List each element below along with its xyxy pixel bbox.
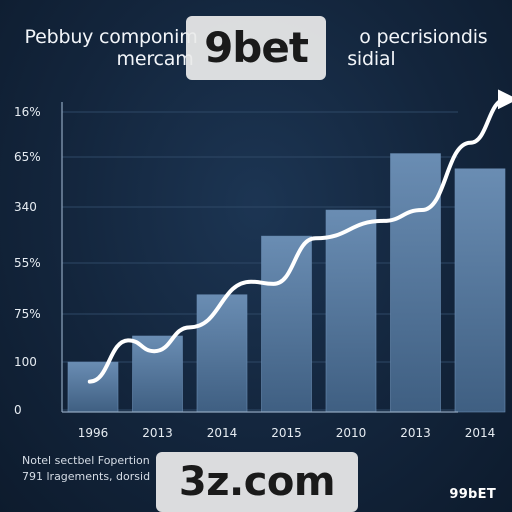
chart-title-part-2: o pecrisiondis (359, 26, 488, 48)
y-tick-label: 65% (14, 150, 41, 164)
brand-logo-text: 99bET (449, 487, 496, 502)
footnote-line-2: 791 lragements, dorsid (22, 470, 151, 483)
y-tick-label: 340 (14, 200, 37, 214)
gridlines (62, 111, 458, 411)
x-tick-label: 2014 (465, 426, 496, 440)
y-tick-label: 55% (14, 256, 41, 270)
watermark-bottom: 3z.com (156, 452, 358, 512)
y-tick-label: 100 (14, 355, 37, 369)
chart-subtitle-part-1: mercam (116, 48, 194, 70)
chart-title-part-1: Pebbuy componim (24, 26, 198, 48)
x-tick-label: 2015 (271, 426, 302, 440)
y-tick-label: 16% (14, 105, 41, 119)
trend-line-group (87, 89, 512, 384)
axes (61, 102, 458, 413)
bar (132, 335, 183, 413)
bar-series (67, 153, 506, 413)
y-tick-label: 0 (14, 403, 22, 417)
x-tick-label: 2014 (207, 426, 238, 440)
bar (390, 153, 441, 413)
x-tick-label: 2010 (336, 426, 367, 440)
watermark-top: 9bet (186, 16, 326, 80)
bar (67, 361, 119, 413)
bar (325, 209, 377, 413)
tick-labels: 0 100 75% 55% 340 65% 16% 1996 2013 2014 2015 2010 2… (14, 105, 495, 440)
bar (454, 168, 506, 413)
bar (196, 294, 248, 413)
x-tick-label: 2013 (142, 426, 173, 440)
bar (261, 235, 312, 413)
footnote-line-1: Notel sectbel Fopertion (22, 454, 150, 467)
y-tick-label: 75% (14, 307, 41, 321)
x-tick-label: 2013 (400, 426, 431, 440)
chart-title-line-1: Pebbuy componim o pecrisiondis (0, 26, 512, 48)
x-tick-label: 1996 (78, 426, 109, 440)
trend-line (87, 89, 512, 384)
chart-subtitle-part-2: sidial (347, 48, 396, 70)
chart-title-line-2: mercam sidial (0, 48, 512, 70)
